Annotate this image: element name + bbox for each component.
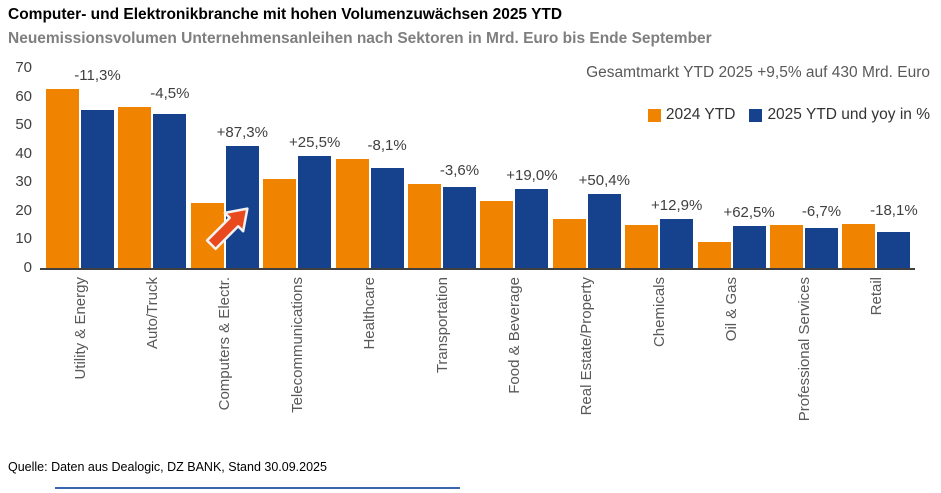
bar-2024-telecommunications (263, 178, 297, 268)
bar-2025-chemicals (660, 218, 694, 268)
yoy-label: -8,1% (367, 137, 407, 155)
legend-swatch-2024 (647, 108, 661, 122)
yoy-label: -11,3% (74, 67, 121, 85)
bar-2025-retail (877, 231, 911, 268)
bar-2024-oil-gas (697, 242, 731, 268)
bar-2024-food-beverage (480, 201, 514, 268)
bar-2025-food-beverage (515, 188, 549, 268)
bar-2024-chemicals (625, 224, 659, 268)
bar-2025-professional-services (805, 228, 838, 268)
yoy-label: +62,5% (723, 204, 775, 222)
chart-legend: 2024 YTD 2025 YTD und yoy in % (647, 106, 930, 124)
bar-2025-auto-truck (153, 113, 187, 268)
x-category-label: Telecommunications (288, 277, 306, 413)
x-category-label: Food & Beverage (505, 277, 523, 394)
yoy-label: -6,7% (801, 203, 842, 221)
y-axis-tick-label: 30 (15, 173, 32, 191)
x-category-label: Transportation (433, 277, 451, 374)
total-market-annotation: Gesamtmarkt YTD 2025 +9,5% auf 430 Mrd. … (586, 64, 930, 81)
yoy-label: +19,0% (506, 166, 558, 184)
legend-item-2024: 2024 YTD (647, 106, 736, 124)
bar-2024-transportation (408, 183, 441, 268)
y-axis-tick-label: 70 (15, 59, 32, 76)
yoy-label: +25,5% (289, 133, 341, 151)
bar-2024-real-estate-property (552, 218, 586, 268)
y-axis-tick-label: 20 (15, 201, 32, 219)
x-category-label: Chemicals (650, 277, 668, 348)
yoy-label: +87,3% (216, 124, 268, 141)
bottom-divider (55, 487, 460, 489)
bar-2024-healthcare (335, 159, 369, 268)
source-note: Quelle: Daten aus Dealogic, DZ BANK, Sta… (8, 460, 327, 474)
y-axis-tick-label: 50 (15, 116, 32, 134)
bar-2025-real-estate-property (587, 193, 621, 268)
x-category-label: Oil & Gas (723, 277, 741, 342)
y-axis-tick-label: 60 (15, 87, 32, 105)
bar-2024-professional-services (770, 225, 803, 268)
legend-label-2025: 2025 YTD und yoy in % (767, 106, 930, 123)
bar-2024-retail (842, 223, 876, 268)
x-category-label: Healthcare (361, 277, 379, 350)
page-title: Computer- und Elektronikbranche mit hohe… (8, 6, 563, 23)
y-axis-tick-label: 40 (15, 144, 32, 162)
bar-2025-oil-gas (732, 226, 766, 268)
yoy-label: -18,1% (870, 201, 918, 219)
x-category-label: Utility & Energy (71, 277, 89, 380)
yoy-label: -3,6% (439, 161, 480, 179)
page-subtitle: Neuemissionsvolumen Unternehmensanleihen… (8, 30, 712, 47)
legend-label-2024: 2024 YTD (665, 106, 736, 123)
yoy-label: -4,5% (150, 84, 190, 102)
yoy-label: +50,4% (578, 171, 630, 189)
y-axis-tick-label: 0 (23, 259, 32, 276)
growth-arrow-icon (198, 194, 262, 258)
bar-2025-healthcare (370, 168, 404, 268)
x-axis-line (40, 268, 915, 270)
y-axis-tick-label: 10 (15, 230, 32, 248)
bar-2025-telecommunications (298, 155, 332, 268)
bar-2025-computers-electr- (225, 146, 259, 268)
x-category-label: Retail (867, 277, 885, 316)
yoy-label: +12,9% (651, 196, 703, 214)
bar-2025-utility-energy (81, 109, 114, 268)
x-category-label: Auto/Truck (143, 277, 161, 349)
legend-item-2025: 2025 YTD und yoy in % (749, 106, 930, 124)
x-category-label: Professional Services (795, 277, 813, 422)
x-category-label: Computers & Electr. (216, 277, 234, 411)
bar-2024-auto-truck (118, 106, 152, 268)
x-category-label: Real Estate/Property (578, 277, 596, 416)
bar-2024-utility-energy (46, 89, 79, 268)
bar-2025-transportation (443, 186, 476, 268)
legend-swatch-2025 (749, 108, 763, 122)
